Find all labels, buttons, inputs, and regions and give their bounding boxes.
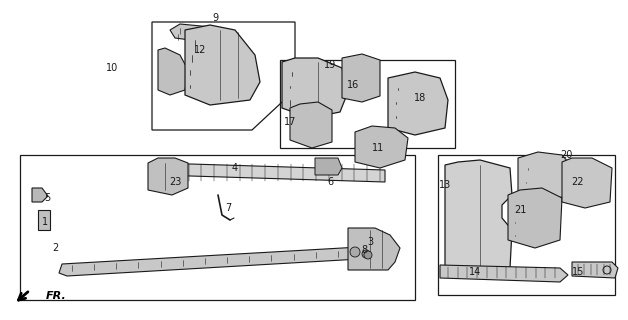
Text: 12: 12 <box>194 45 206 55</box>
Text: 15: 15 <box>572 267 584 277</box>
Polygon shape <box>440 265 568 282</box>
Text: 22: 22 <box>571 177 584 187</box>
Text: 19: 19 <box>324 60 336 70</box>
Polygon shape <box>170 24 230 44</box>
Polygon shape <box>158 163 385 182</box>
Text: 18: 18 <box>414 93 426 103</box>
Polygon shape <box>572 262 618 278</box>
Text: 2: 2 <box>52 243 58 253</box>
Text: 10: 10 <box>106 63 118 73</box>
Polygon shape <box>342 54 380 102</box>
Polygon shape <box>158 48 188 95</box>
Text: 7: 7 <box>225 203 231 213</box>
Polygon shape <box>518 152 575 202</box>
Polygon shape <box>290 102 332 148</box>
Text: 23: 23 <box>169 177 181 187</box>
Polygon shape <box>282 58 348 118</box>
Polygon shape <box>508 188 562 248</box>
Polygon shape <box>32 188 48 202</box>
Text: 9: 9 <box>212 13 218 23</box>
Polygon shape <box>445 160 512 278</box>
Circle shape <box>364 251 372 259</box>
Text: 3: 3 <box>367 237 373 247</box>
Text: 4: 4 <box>232 163 238 173</box>
Text: 17: 17 <box>284 117 296 127</box>
Text: FR.: FR. <box>46 291 67 301</box>
Text: 5: 5 <box>44 193 50 203</box>
Circle shape <box>362 250 370 258</box>
Text: 20: 20 <box>560 150 572 160</box>
Circle shape <box>350 247 360 257</box>
Polygon shape <box>315 158 342 175</box>
Polygon shape <box>562 158 612 208</box>
Polygon shape <box>355 126 408 168</box>
Polygon shape <box>38 210 50 230</box>
Polygon shape <box>348 228 400 270</box>
Polygon shape <box>388 72 448 135</box>
Polygon shape <box>59 247 368 276</box>
Text: 16: 16 <box>347 80 359 90</box>
Text: 13: 13 <box>439 180 451 190</box>
Polygon shape <box>148 158 188 195</box>
Text: 21: 21 <box>514 205 526 215</box>
Text: 14: 14 <box>469 267 481 277</box>
Text: 1: 1 <box>42 217 48 227</box>
Polygon shape <box>185 25 260 105</box>
Text: 11: 11 <box>372 143 384 153</box>
Text: 6: 6 <box>327 177 333 187</box>
Text: 8: 8 <box>361 245 367 255</box>
